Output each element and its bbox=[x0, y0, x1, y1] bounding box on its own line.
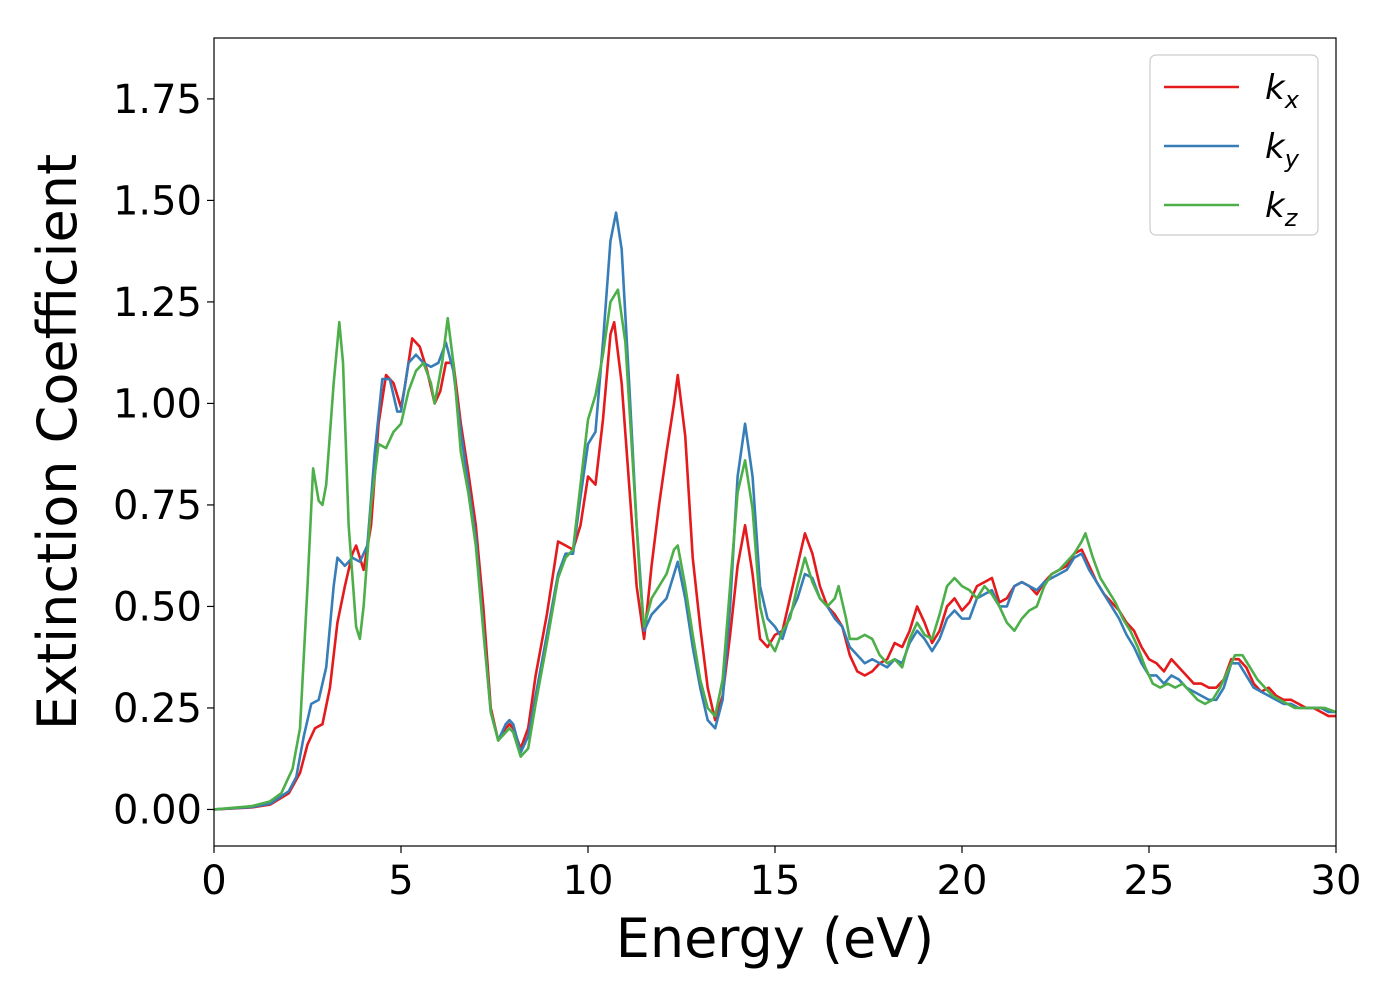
x-tick-label: 0 bbox=[201, 858, 226, 904]
x-tick-label: 10 bbox=[563, 858, 614, 904]
legend-label-kz: kz bbox=[1265, 186, 1299, 232]
y-tick-label: 0.50 bbox=[113, 584, 202, 630]
series-layer bbox=[214, 211, 1336, 811]
x-axis: 0 5 10 15 20 25 30 bbox=[201, 846, 1361, 904]
y-tick-label: 0.75 bbox=[113, 483, 202, 529]
y-tick-label: 0.25 bbox=[113, 686, 202, 732]
legend-label-kx: kx bbox=[1265, 68, 1300, 114]
y-tick-label: 1.50 bbox=[113, 178, 202, 224]
series-line-kx bbox=[214, 320, 1336, 811]
x-axis-label: Energy (eV) bbox=[616, 907, 935, 970]
y-tick-label: 1.75 bbox=[113, 77, 202, 123]
x-tick-label: 5 bbox=[388, 858, 413, 904]
y-tick-label: 1.00 bbox=[113, 381, 202, 427]
x-tick-label: 30 bbox=[1311, 858, 1362, 904]
y-axis: 0.00 0.25 0.50 0.75 1.00 1.25 1.50 1.75 bbox=[113, 77, 214, 833]
x-tick-label: 20 bbox=[937, 858, 988, 904]
legend: kx ky kz bbox=[1149, 54, 1319, 236]
x-tick-label: 15 bbox=[750, 858, 801, 904]
x-tick-label: 25 bbox=[1124, 858, 1175, 904]
y-tick-label: 1.25 bbox=[113, 280, 202, 326]
legend-label-ky: ky bbox=[1265, 127, 1300, 173]
plot-area bbox=[214, 38, 1336, 846]
y-tick-label: 0.00 bbox=[113, 787, 202, 833]
series-line-kz bbox=[214, 288, 1336, 811]
y-axis-label: Extinction Coefficient bbox=[26, 154, 89, 730]
